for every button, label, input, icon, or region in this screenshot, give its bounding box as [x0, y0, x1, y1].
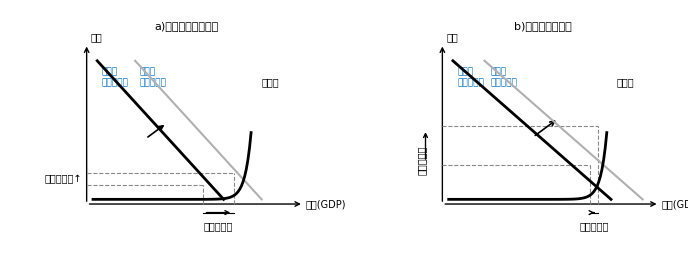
- Text: 物価: 物価: [447, 32, 458, 42]
- Title: a)不完全雇用の場合: a)不完全雇用の場合: [155, 20, 219, 31]
- Text: 生産の拡大: 生産の拡大: [579, 221, 609, 231]
- Text: 総需要
（実施後）: 総需要 （実施後）: [491, 67, 518, 87]
- Title: b)完全雇用の場合: b)完全雇用の場合: [514, 20, 571, 31]
- Text: 総需要
（実施前）: 総需要 （実施前）: [101, 67, 128, 87]
- Text: 物価の上昇: 物価の上昇: [416, 146, 427, 175]
- Text: 物価の上昇↑: 物価の上昇↑: [45, 174, 83, 184]
- Text: 生産(GDP): 生産(GDP): [306, 199, 346, 209]
- Text: 生産(GDP): 生産(GDP): [662, 199, 688, 209]
- Text: 総需要
（実施後）: 総需要 （実施後）: [140, 67, 166, 87]
- Text: 総供給: 総供給: [617, 77, 634, 87]
- Text: 総供給: 総供給: [261, 77, 279, 87]
- Text: 物価: 物価: [91, 32, 103, 42]
- Text: 生産の拡大: 生産の拡大: [204, 221, 233, 231]
- Text: 総需要
（実施前）: 総需要 （実施前）: [457, 67, 484, 87]
